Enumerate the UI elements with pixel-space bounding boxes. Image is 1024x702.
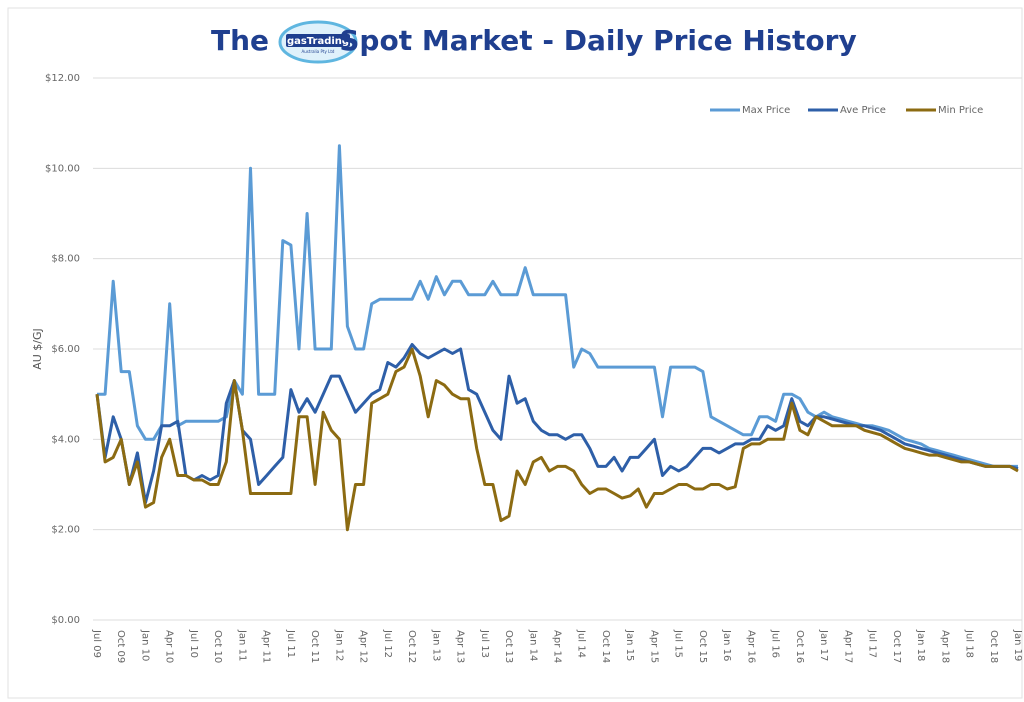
- x-tick-label: Jan 12: [333, 629, 344, 661]
- x-tick-label: Apr 12: [358, 630, 369, 663]
- x-tick-label: Oct 18: [988, 630, 999, 663]
- x-tick-label: Oct 15: [697, 630, 708, 663]
- x-tick-label: Oct 12: [406, 630, 417, 663]
- series-line: [95, 347, 1019, 532]
- x-tick-label: Apr 11: [261, 630, 272, 663]
- x-tick-label: Jul 15: [673, 629, 684, 658]
- legend-label: Max Price: [742, 105, 790, 116]
- x-tick-label: Oct 10: [212, 630, 223, 663]
- x-tick-label: Jul 18: [964, 629, 975, 658]
- x-tick-label: Jul 12: [382, 629, 393, 658]
- x-tick-label: Jul 17: [867, 629, 878, 658]
- title-prefix: The: [211, 24, 269, 57]
- x-tick-label: Oct 16: [794, 630, 805, 663]
- y-tick-label: $2.00: [51, 525, 80, 536]
- y-tick-label: $6.00: [51, 344, 80, 355]
- y-tick-label: $8.00: [51, 254, 80, 265]
- legend-label: Min Price: [938, 105, 983, 116]
- x-tick-label: Jul 13: [479, 629, 490, 658]
- x-tick-label: Jan 13: [430, 629, 441, 661]
- x-tick-label: Jul 11: [285, 629, 296, 658]
- x-tick-label: Jan 10: [139, 629, 150, 661]
- logo-band: [286, 34, 350, 47]
- y-tick-label: $4.00: [51, 434, 80, 445]
- legend-label: Ave Price: [840, 105, 886, 116]
- x-tick-label: Jan 11: [236, 629, 247, 661]
- x-tick-label: Jul 16: [770, 629, 781, 658]
- x-tick-label: Jan 18: [915, 629, 926, 661]
- y-tick-label: $0.00: [51, 615, 80, 626]
- series-line: [97, 144, 1018, 468]
- x-tick-label: Jan 19: [1012, 629, 1023, 661]
- x-tick-label: Jan 16: [721, 629, 732, 661]
- x-tick-label: Jul 09: [91, 629, 102, 658]
- x-tick-label: Apr 13: [455, 630, 466, 663]
- x-tick-label: Apr 15: [648, 630, 659, 663]
- chart-frame: [7, 7, 1023, 699]
- x-tick-label: Oct 13: [503, 630, 514, 663]
- chart-title: Spot Market - Daily Price History: [339, 24, 856, 57]
- x-tick-label: Jan 14: [527, 629, 538, 661]
- x-tick-label: Oct 17: [891, 630, 902, 663]
- x-tick-label: Oct 11: [309, 630, 320, 663]
- x-tick-label: Apr 16: [745, 630, 756, 663]
- x-tick-label: Jan 17: [818, 629, 829, 661]
- x-tick-label: Oct 14: [600, 630, 611, 663]
- y-tick-label: $12.00: [45, 73, 80, 84]
- x-tick-label: Oct 09: [115, 630, 126, 663]
- x-tick-label: Apr 14: [552, 630, 563, 663]
- x-tick-label: Apr 10: [164, 630, 175, 663]
- x-tick-label: Apr 17: [842, 630, 853, 663]
- x-tick-label: Jul 10: [188, 629, 199, 658]
- logo-text: gasTrading: [287, 36, 349, 47]
- x-tick-label: Jul 14: [576, 629, 587, 658]
- series-line: [95, 343, 1019, 505]
- x-tick-label: Jan 15: [624, 629, 635, 661]
- x-tick-label: Apr 18: [939, 630, 950, 663]
- logo-subtext: Australia Pty Ltd: [302, 49, 335, 54]
- y-tick-label: $10.00: [45, 163, 80, 174]
- y-axis-label: AU $/GJ: [31, 328, 44, 370]
